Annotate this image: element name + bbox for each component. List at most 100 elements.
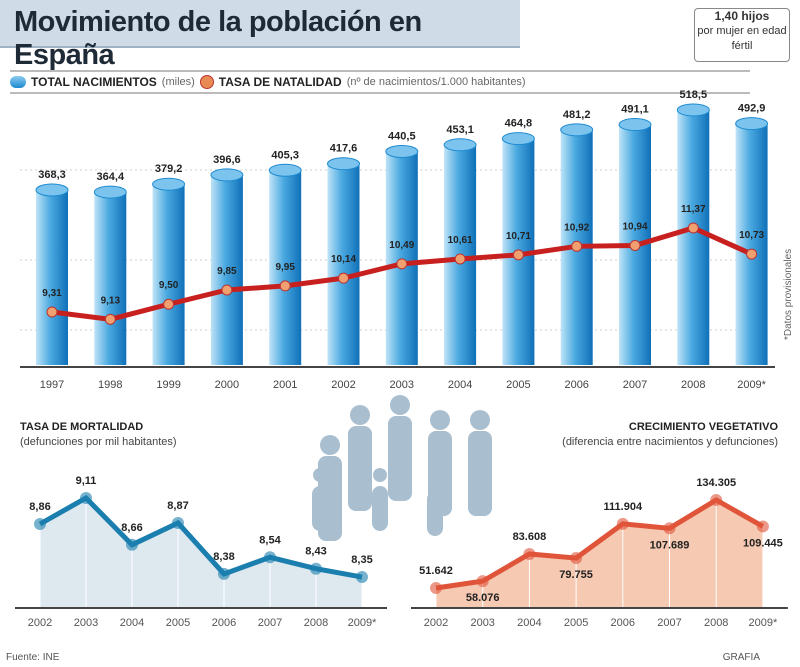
natality-label: 10,73 xyxy=(739,230,764,241)
natality-label: 9,50 xyxy=(159,280,179,291)
silhouette-body xyxy=(388,416,412,501)
silhouette-head xyxy=(430,410,450,430)
x-tick-label: 2002 xyxy=(331,379,355,391)
bar-top xyxy=(152,177,186,191)
mortality-label: 8,43 xyxy=(305,546,326,558)
fertility-value: 1,40 hijos xyxy=(714,9,770,23)
fertility-callout: 1,40 hijos por mujer en edad fértil xyxy=(694,8,790,62)
silhouette-body xyxy=(372,486,388,531)
page-title: Movimiento de la población en España xyxy=(14,6,422,71)
mortality-title: TASA DE MORTALIDAD xyxy=(20,421,144,433)
silhouette-head xyxy=(470,410,490,430)
natality-point xyxy=(571,240,583,252)
mortality-point xyxy=(356,571,368,584)
growth-label: 107.689 xyxy=(650,539,690,551)
source: Fuente: INE xyxy=(6,652,60,663)
silhouette-body xyxy=(312,486,328,531)
natality-point xyxy=(279,280,291,292)
legend-rate: TASA DE NATALIDAD xyxy=(218,75,342,89)
bar-label: 492,9 xyxy=(738,103,766,115)
mortality-subtitle: (defunciones por mil habitantes) xyxy=(20,436,177,448)
bar-label: 364,4 xyxy=(97,171,125,183)
legend-births: TOTAL NACIMIENTOS xyxy=(31,75,157,89)
cylinder-icon xyxy=(10,76,26,88)
natality-point xyxy=(629,239,641,251)
x-tick-label: 2007 xyxy=(623,379,647,391)
growth-point xyxy=(523,547,536,560)
growth-x-tick: 2008 xyxy=(704,617,728,629)
natality-point xyxy=(163,298,175,310)
natality-point xyxy=(104,313,116,325)
x-tick-label: 2004 xyxy=(448,379,472,391)
bar-label: 440,5 xyxy=(388,131,416,143)
growth-point xyxy=(710,493,723,506)
natality-label: 10,49 xyxy=(389,240,414,251)
natality-label: 9,31 xyxy=(42,288,62,299)
mortality-point xyxy=(172,516,184,529)
bar-top xyxy=(268,163,302,177)
bar-top xyxy=(618,118,652,132)
title-bar: Movimiento de la población en España xyxy=(0,0,520,71)
silhouette-head xyxy=(313,468,327,482)
bar-births xyxy=(735,123,768,366)
bar-label: 396,6 xyxy=(213,154,241,166)
bar-births xyxy=(36,190,68,365)
bar-top xyxy=(560,123,594,137)
natality-label: 10,61 xyxy=(448,235,473,246)
growth-label: 109.445 xyxy=(743,537,783,549)
growth-label: 58.076 xyxy=(466,592,500,604)
natality-point xyxy=(454,253,466,265)
natality-label: 11,37 xyxy=(681,204,706,215)
growth-line xyxy=(435,497,765,591)
growth-point xyxy=(476,575,489,588)
mortality-x-tick: 2003 xyxy=(74,617,98,629)
mortality-point xyxy=(218,567,230,580)
bar-top xyxy=(93,185,127,199)
mortality-x-tick: 2007 xyxy=(258,617,282,629)
growth-x-tick: 2003 xyxy=(470,617,494,629)
x-tick-label: 1997 xyxy=(40,379,64,391)
silhouette-head xyxy=(320,435,340,455)
bar-births xyxy=(385,151,418,365)
mortality-label: 9,11 xyxy=(76,475,97,487)
x-tick-label: 1999 xyxy=(156,379,180,391)
x-tick-label: 2001 xyxy=(273,379,297,391)
mortality-label: 8,66 xyxy=(121,522,142,534)
growth-point xyxy=(663,522,676,535)
natality-label: 9,13 xyxy=(101,295,121,306)
bar-top xyxy=(327,157,360,171)
bar-top xyxy=(501,132,535,146)
natality-label: 10,14 xyxy=(331,254,356,265)
natality-point xyxy=(512,249,524,261)
bar-top xyxy=(210,168,244,182)
bar-births xyxy=(94,192,127,365)
mortality-x-tick: 2008 xyxy=(304,617,328,629)
mortality-line xyxy=(38,494,363,580)
growth-x-tick: 2005 xyxy=(564,617,588,629)
legend: TOTAL NACIMIENTOS (miles) TASA DE NATALI… xyxy=(10,70,750,94)
mortality-point xyxy=(264,551,276,564)
silhouette-head xyxy=(373,468,387,482)
growth-subtitle: (diferencia entre nacimientos y defuncio… xyxy=(562,436,778,448)
fertility-text: por mujer en edad fértil xyxy=(697,25,787,52)
x-tick-label: 2003 xyxy=(390,379,414,391)
x-tick-label: 2009* xyxy=(737,379,766,391)
growth-x-tick: 2004 xyxy=(517,617,541,629)
mortality-x-tick: 2006 xyxy=(212,617,236,629)
natality-label: 10,71 xyxy=(506,231,531,242)
mortality-x-tick: 2009* xyxy=(348,617,377,629)
growth-label: 111.904 xyxy=(604,501,643,513)
bar-label: 491,1 xyxy=(621,104,649,116)
bar-top xyxy=(443,138,477,152)
growth-label: 51.642 xyxy=(419,565,453,577)
bar-label: 368,3 xyxy=(38,169,66,181)
natality-label: 10,94 xyxy=(622,221,647,232)
x-tick-label: 2005 xyxy=(506,379,530,391)
mortality-x-tick: 2004 xyxy=(120,617,144,629)
bar-top xyxy=(35,183,69,197)
silhouette-body xyxy=(427,491,443,536)
bar-label: 379,2 xyxy=(155,163,183,175)
natality-label: 9,85 xyxy=(217,266,237,277)
growth-point xyxy=(570,552,583,565)
